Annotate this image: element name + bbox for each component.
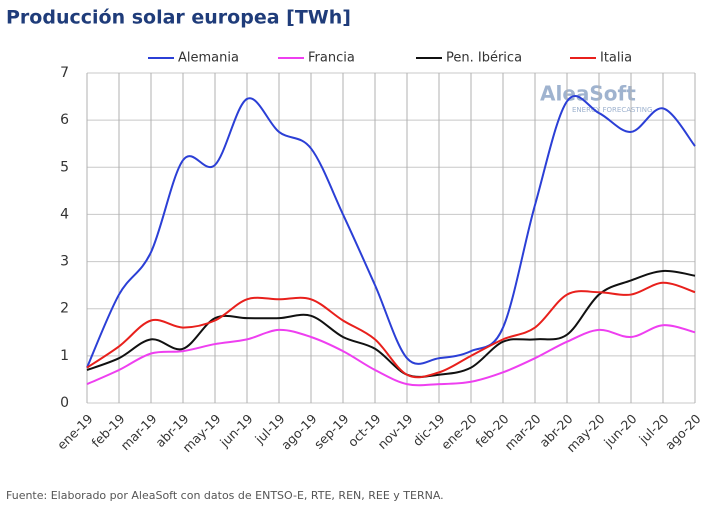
x-tick-label: sep-19 bbox=[311, 411, 352, 452]
legend-label: Pen. Ibérica bbox=[446, 51, 522, 66]
watermark: AleaSoft bbox=[540, 82, 636, 106]
x-tick-label: ago-19 bbox=[278, 411, 320, 453]
x-tick-label: mar-19 bbox=[117, 411, 159, 453]
series-line bbox=[86, 281, 696, 379]
y-tick-label: 2 bbox=[60, 301, 69, 317]
x-tick-label: ene-19 bbox=[54, 411, 96, 453]
y-tick-label: 0 bbox=[60, 395, 69, 411]
x-tick-label: ago-20 bbox=[662, 411, 701, 453]
series-line bbox=[86, 269, 696, 378]
x-tick-label: ene-20 bbox=[438, 411, 480, 453]
legend-label: Italia bbox=[600, 51, 632, 66]
x-tick-label: jun-19 bbox=[216, 411, 255, 450]
y-tick-label: 6 bbox=[60, 112, 69, 128]
source-note: Fuente: Elaborado por AleaSoft con datos… bbox=[6, 489, 444, 502]
x-tick-label: mar-20 bbox=[501, 411, 543, 453]
watermark-tagline: ENERGY FORECASTING bbox=[572, 106, 652, 114]
y-tick-label: 5 bbox=[60, 159, 69, 175]
y-tick-label: 4 bbox=[60, 206, 69, 222]
y-tick-label: 1 bbox=[60, 348, 69, 364]
series-line bbox=[86, 324, 696, 387]
x-tick-label: jun-20 bbox=[600, 411, 639, 450]
series-line bbox=[86, 94, 696, 369]
x-tick-label: nov-19 bbox=[375, 411, 416, 452]
chart-title: Producción solar europea [TWh] bbox=[6, 7, 351, 29]
y-tick-label: 3 bbox=[60, 254, 69, 270]
legend-label: Francia bbox=[308, 51, 355, 66]
legend-label: Alemania bbox=[178, 51, 239, 66]
y-tick-label: 7 bbox=[60, 65, 69, 81]
